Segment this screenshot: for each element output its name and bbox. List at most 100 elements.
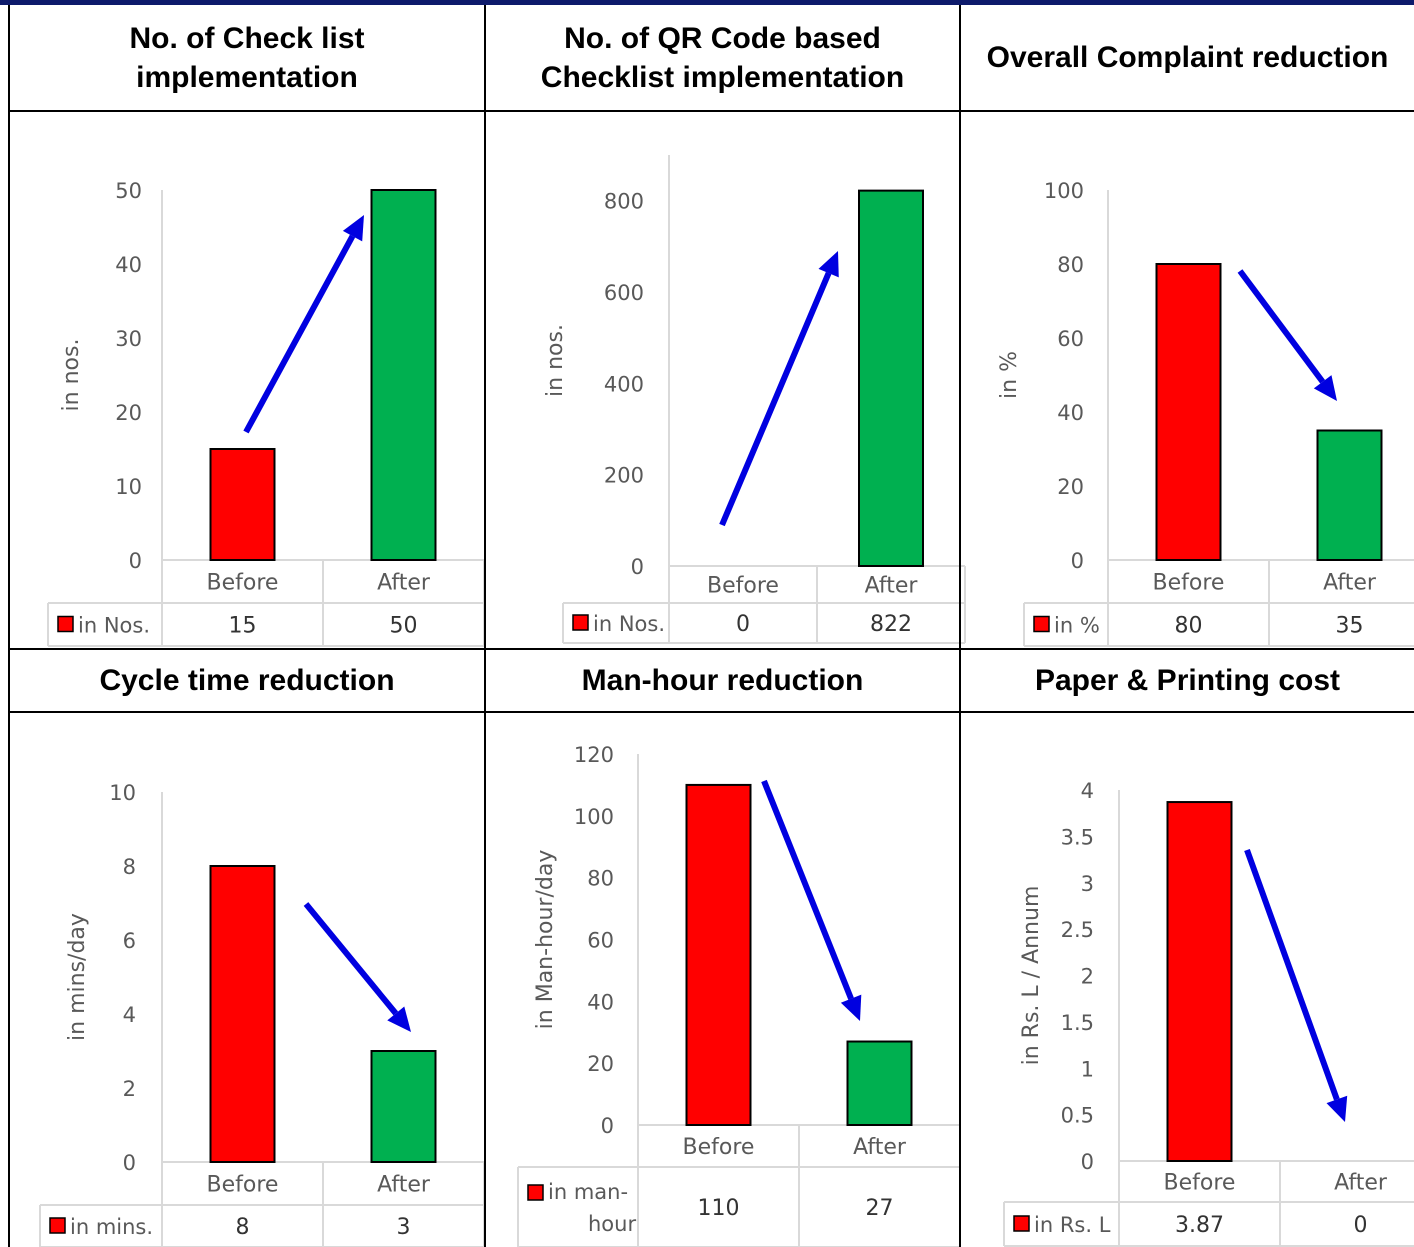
panel-qr-checklist-implementation: No. of QR Code based Checklist implement… — [484, 5, 966, 650]
y-tick-label: 2.5 — [1061, 918, 1094, 942]
bar-before — [209, 448, 276, 561]
category-label: Before — [707, 574, 779, 599]
panel-cycle-time-reduction: Cycle time reduction 0 2 4 6 8 10 in mins/day B… — [8, 650, 485, 1247]
y-tick-label: 0 — [1071, 549, 1084, 573]
legend-key — [1033, 615, 1050, 633]
bar-before — [1166, 801, 1233, 1162]
legend-key — [1013, 1215, 1030, 1232]
value-label: 8 — [236, 1215, 250, 1240]
trend-arrow-head-icon — [387, 1006, 411, 1032]
y-tick-label: 6 — [123, 929, 136, 953]
bar-chart: 0 200 400 600 800 in nos. Before 0 After 822 in No… — [543, 155, 966, 644]
panel-title: Paper & Printing cost — [961, 650, 1414, 713]
bar-chart: 0 0.5 1 1.5 2 2.5 3 3.5 4 in Rs. L / Annum Before 3… — [1003, 779, 1414, 1247]
panel-title: Overall Complaint reduction — [961, 5, 1414, 112]
y-tick-label: 80 — [587, 867, 614, 891]
y-tick-label: 20 — [115, 401, 142, 425]
y-tick-label: 0.5 — [1061, 1104, 1094, 1128]
y-tick-label: 10 — [109, 781, 136, 805]
bar-after — [846, 1040, 913, 1126]
y-tick-label: 3.5 — [1061, 825, 1094, 849]
y-tick-label: 200 — [604, 464, 644, 488]
category-label: Before — [683, 1135, 755, 1160]
y-tick-label: 1 — [1081, 1057, 1094, 1081]
y-axis-label: in mins/day — [65, 913, 90, 1041]
legend-key — [527, 1184, 544, 1201]
category-label: After — [377, 1173, 431, 1198]
legend-label: in man-hour — [548, 1180, 636, 1236]
y-axis-label: in nos. — [543, 324, 568, 397]
value-label: 50 — [390, 614, 418, 639]
category-label: Before — [207, 1173, 279, 1198]
bar-chart: 0 20 40 60 80 100 120 in Man-hour/day Before 110 A… — [517, 743, 961, 1247]
bar-after — [1316, 429, 1383, 561]
trend-arrow-head-icon — [818, 251, 839, 278]
y-tick-label: 30 — [115, 327, 142, 351]
trend-arrow-up — [719, 271, 832, 527]
trend-arrow-head-icon — [1326, 1095, 1348, 1122]
bar-before — [685, 783, 752, 1127]
category-label: Before — [1164, 1171, 1236, 1196]
value-label: 15 — [229, 614, 257, 639]
category-label: After — [377, 571, 431, 596]
bar-after — [370, 189, 437, 561]
y-tick-label: 80 — [1057, 253, 1084, 277]
category-label: After — [865, 574, 919, 599]
panel-complaint-reduction: Overall Complaint reduction 0 20 40 60 80 100… — [959, 5, 1414, 650]
trend-arrow-head-icon — [840, 994, 862, 1021]
top-border-bar — [0, 0, 1414, 5]
y-tick-label: 60 — [1057, 327, 1084, 351]
y-tick-label: 40 — [115, 253, 142, 277]
trend-arrow-down — [761, 779, 854, 1000]
y-tick-label: 60 — [587, 929, 614, 953]
y-tick-label: 100 — [574, 805, 614, 829]
y-tick-label: 0 — [631, 555, 644, 579]
category-label: Before — [207, 571, 279, 596]
legend-label: in mins. — [70, 1215, 153, 1239]
panel-title: Cycle time reduction — [10, 650, 484, 713]
y-tick-label: 800 — [604, 190, 644, 214]
y-tick-label: 2 — [1081, 965, 1094, 989]
y-tick-label: 40 — [1057, 401, 1084, 425]
panel-paper-printing-cost: Paper & Printing cost 0 0.5 1 1.5 2 2.5 3 3.5 4 i… — [959, 650, 1414, 1247]
panel-title: No. of Check list implementation — [10, 5, 484, 112]
legend-key — [57, 615, 74, 633]
y-tick-label: 4 — [123, 1003, 136, 1027]
bar-after — [858, 189, 924, 567]
y-axis-label: in nos. — [59, 339, 84, 412]
panel-title: Man-hour reduction — [486, 650, 959, 713]
legend-key — [572, 614, 589, 631]
value-label: 80 — [1175, 614, 1203, 639]
category-label: Before — [1153, 571, 1225, 596]
value-label: 110 — [698, 1196, 740, 1221]
y-tick-label: 10 — [115, 475, 142, 499]
bar-before — [1155, 263, 1222, 561]
category-label: After — [1334, 1171, 1388, 1196]
y-tick-label: 4 — [1081, 779, 1094, 803]
bar-after — [370, 1050, 437, 1163]
value-label: 0 — [1354, 1213, 1368, 1238]
y-tick-label: 400 — [604, 372, 644, 396]
value-label: 0 — [736, 612, 750, 637]
y-tick-label: 120 — [574, 743, 614, 767]
bar-before — [209, 865, 276, 1163]
legend-label: in % — [1054, 614, 1100, 638]
trend-arrow-down — [1244, 848, 1340, 1101]
bar-chart: 0 20 40 60 80 100 in % Before 80 After 35 in % — [997, 179, 1414, 647]
panel-title: No. of QR Code based Checklist implement… — [486, 5, 959, 112]
bar-chart: 0 10 20 30 40 50 in nos. Before 15 After 50 in Nos. — [47, 179, 485, 647]
y-tick-label: 20 — [1057, 475, 1084, 499]
value-label: 3.87 — [1175, 1213, 1224, 1238]
trend-arrow-up — [243, 234, 356, 434]
y-tick-label: 600 — [604, 281, 644, 305]
value-label: 822 — [870, 612, 912, 637]
y-tick-label: 20 — [587, 1052, 614, 1076]
y-tick-label: 0 — [123, 1151, 136, 1175]
value-label: 3 — [397, 1215, 411, 1240]
legend-key — [49, 1217, 66, 1234]
y-tick-label: 1.5 — [1061, 1011, 1094, 1035]
y-tick-label: 8 — [123, 855, 136, 879]
legend-label: in Nos. — [78, 614, 150, 638]
legend-label: in Rs. L — [1034, 1213, 1111, 1237]
y-axis-label: in Man-hour/day — [533, 850, 558, 1030]
